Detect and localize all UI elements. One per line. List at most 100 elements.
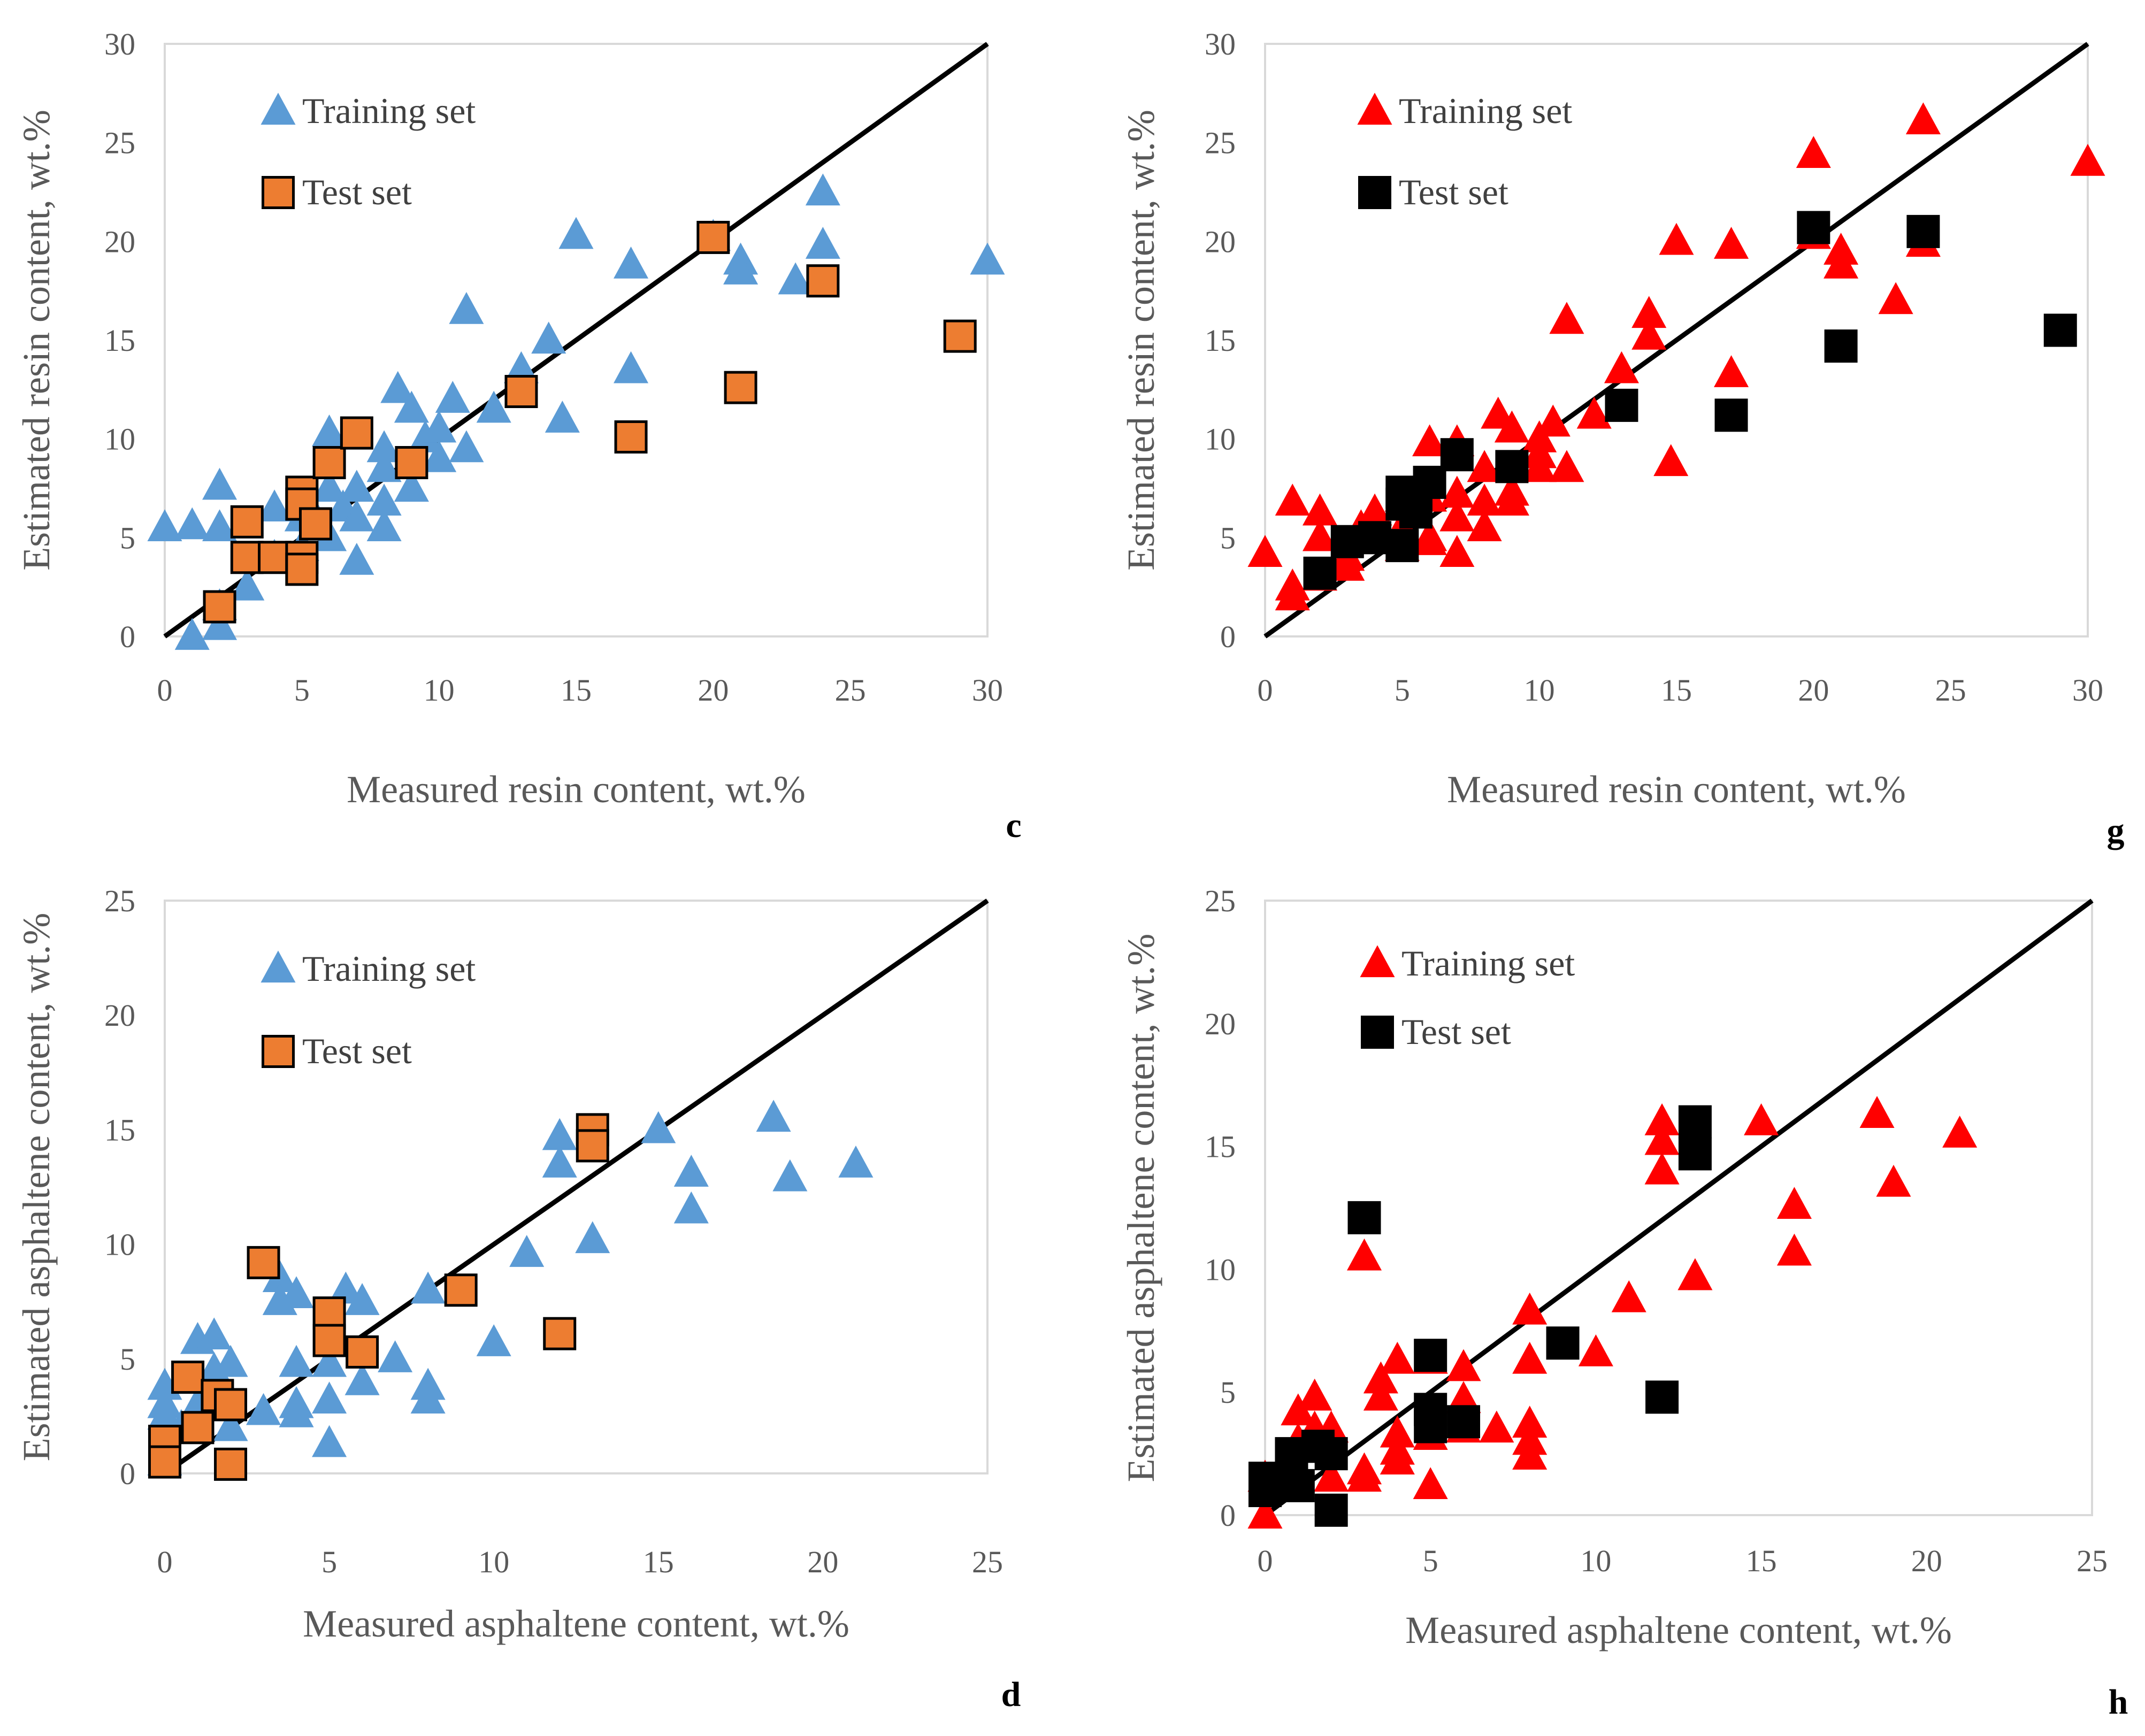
training-point	[1446, 1349, 1481, 1381]
test-point	[806, 264, 840, 298]
training-point	[1412, 523, 1447, 555]
y-tick-label: 25	[1205, 126, 1236, 160]
training-point	[1776, 1233, 1812, 1266]
training-point	[575, 1221, 610, 1254]
y-tick-label: 10	[1205, 1252, 1236, 1287]
training-point	[778, 262, 813, 295]
y-tick-label: 25	[104, 884, 135, 918]
training-point	[202, 467, 238, 500]
legend-marker-triangle	[1360, 945, 1395, 978]
training-point	[531, 321, 566, 354]
training-point	[1644, 1152, 1680, 1185]
series-training-set	[1247, 1096, 1978, 1529]
training-point	[1512, 1438, 1548, 1470]
training-point	[1467, 509, 1502, 541]
training-point	[1549, 302, 1584, 334]
training-point	[339, 499, 374, 532]
training-point	[279, 1276, 314, 1308]
training-point	[202, 608, 238, 640]
y-tick-label: 10	[104, 1227, 135, 1262]
panel-label: c	[1006, 806, 1021, 845]
training-point	[1494, 410, 1529, 443]
training-point	[378, 1340, 413, 1372]
training-point	[1479, 1410, 1514, 1443]
training-point	[435, 381, 470, 413]
y-tick-label: 5	[1220, 520, 1236, 555]
training-point	[279, 1345, 314, 1377]
test-point	[1414, 1339, 1447, 1372]
y-tick-label: 0	[120, 619, 135, 654]
panel-label: d	[1001, 1675, 1021, 1714]
x-tick-label: 10	[478, 1545, 509, 1579]
x-tick-label: 5	[1395, 673, 1410, 708]
test-point	[1440, 438, 1474, 472]
training-point	[1604, 351, 1639, 383]
y-tick-label: 10	[104, 422, 135, 457]
series-test-set	[148, 1113, 609, 1481]
y-tick-label: 30	[1205, 27, 1236, 62]
training-point	[805, 173, 840, 206]
x-tick-label: 5	[1423, 1543, 1438, 1578]
x-tick-label: 0	[1258, 673, 1273, 708]
training-point	[1611, 1280, 1646, 1312]
training-point	[756, 1100, 791, 1132]
plot-area-frame	[164, 43, 989, 637]
chart-panel-d: 0 5 10 15 20 25 0 5 10 15 20 25 Measured asphaltene …	[0, 856, 1072, 1736]
series-training-set	[147, 173, 1005, 650]
parity-line	[1263, 898, 2094, 1517]
training-point	[1247, 535, 1283, 567]
training-point	[723, 252, 759, 285]
x-axis-title: Measured resin content, wt.%	[1447, 768, 1906, 811]
training-point	[772, 1159, 808, 1192]
test-point	[258, 541, 292, 574]
y-tick-label: 15	[104, 323, 135, 358]
training-point	[410, 1381, 446, 1414]
test-point	[340, 416, 373, 450]
scatter-chart-h: 0 5 10 15 20 25 0 5 10 15 20 25 Measured asphaltene …	[1120, 884, 2128, 1722]
chart-panel-c: 0 5 10 15 20 25 30 0 5 10 15 20 25 30 Measured resin c…	[0, 0, 1072, 856]
training-point	[1549, 450, 1584, 482]
training-point	[1512, 1341, 1548, 1374]
training-point	[641, 1111, 676, 1143]
training-point	[1330, 549, 1365, 581]
training-point	[1631, 317, 1667, 350]
training-point	[174, 618, 210, 650]
scatter-chart-g: 0 5 10 15 20 25 30 0 5 10 15 20 25 30 Measured resin c…	[1120, 27, 2125, 850]
training-point	[1942, 1115, 1978, 1148]
y-tick-label: 20	[1205, 224, 1236, 259]
test-point	[1906, 214, 1940, 248]
y-tick-label: 5	[1220, 1375, 1236, 1410]
training-point	[312, 470, 347, 502]
test-point	[576, 1129, 609, 1163]
training-point	[509, 1235, 545, 1267]
training-point	[1824, 247, 1859, 279]
training-point	[614, 247, 649, 279]
training-point	[1380, 1341, 1415, 1374]
legend-label: Training set	[302, 90, 476, 131]
training-point	[1275, 578, 1310, 611]
test-point	[543, 1317, 577, 1350]
training-point	[1744, 1103, 1779, 1135]
training-point	[1346, 1238, 1382, 1271]
training-point	[1297, 1378, 1332, 1411]
training-point	[410, 1271, 446, 1304]
training-point	[1314, 1460, 1349, 1492]
test-point	[1605, 388, 1638, 422]
training-point	[1247, 1496, 1283, 1529]
test-point	[298, 507, 332, 541]
series-test-set	[1248, 1105, 1712, 1527]
training-point	[279, 1395, 314, 1427]
training-point	[202, 509, 238, 541]
training-point	[422, 440, 457, 472]
x-tick-label: 10	[1580, 1543, 1611, 1578]
training-point	[542, 1118, 577, 1150]
x-tick-label: 20	[807, 1545, 838, 1579]
y-axis-title: Estimated asphaltene content, wt.%	[1120, 934, 1162, 1482]
test-point	[214, 1447, 248, 1481]
x-tick-label: 0	[157, 1545, 173, 1579]
training-point	[344, 1283, 380, 1315]
training-point	[229, 569, 265, 601]
test-point	[181, 1411, 215, 1445]
x-tick-label: 25	[972, 1545, 1003, 1579]
test-point	[1714, 398, 1748, 432]
